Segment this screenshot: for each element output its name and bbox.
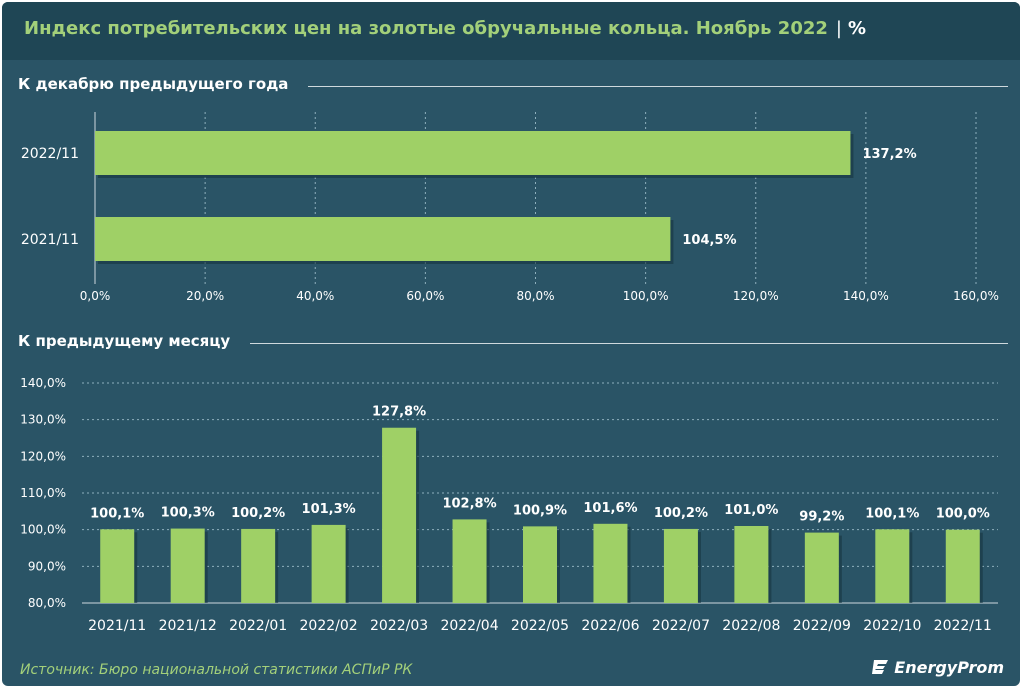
- section-rule-yoy: [308, 86, 1008, 87]
- bar: [170, 528, 205, 603]
- value-label: 100,9%: [513, 503, 567, 518]
- bar: [523, 526, 557, 603]
- category-label: 2022/01: [229, 618, 287, 634]
- value-label: 100,1%: [90, 506, 144, 521]
- x-tick-label: 0,0%: [80, 289, 111, 303]
- section-title-yoy: К декабрю предыдущего года: [18, 75, 289, 93]
- y-tick-label: 90,0%: [28, 559, 66, 573]
- bar: [452, 519, 487, 603]
- chart-title: Индекс потребительских цен на золотые об…: [24, 18, 866, 39]
- x-tick-label: 100,0%: [623, 289, 669, 303]
- category-label: 2022/03: [370, 618, 428, 634]
- category-label: 2022/05: [511, 618, 569, 634]
- value-label: 101,3%: [302, 502, 356, 517]
- y-tick-label: 80,0%: [28, 596, 66, 610]
- section-title-mom: К предыдущему месяцу: [18, 332, 231, 350]
- x-tick-label: 20,0%: [186, 289, 224, 303]
- category-label: 2022/10: [863, 618, 921, 634]
- category-label: 2022/06: [581, 618, 639, 634]
- category-label: 2022/09: [793, 618, 851, 634]
- x-tick-label: 60,0%: [406, 289, 444, 303]
- logo-mark-icon: [872, 660, 889, 674]
- value-label: 100,3%: [161, 506, 215, 521]
- logo-text: EnergyProm: [894, 658, 1004, 677]
- y-tick-label: 100,0%: [20, 523, 66, 537]
- value-label: 137,2%: [862, 147, 916, 162]
- bar: [95, 217, 671, 261]
- bar: [382, 427, 417, 603]
- category-label: 2022/08: [722, 618, 780, 634]
- bar: [875, 529, 910, 603]
- category-label: 2021/11: [88, 618, 146, 634]
- title-bar: Индекс потребительских цен на золотые об…: [2, 2, 1020, 60]
- category-label: 2021/12: [159, 618, 217, 634]
- y-tick-label: 130,0%: [20, 413, 66, 427]
- y-tick-label: 110,0%: [20, 486, 66, 500]
- x-tick-label: 40,0%: [296, 289, 334, 303]
- brand-logo: EnergyProm: [872, 658, 1004, 677]
- value-label: 101,6%: [583, 501, 637, 516]
- value-label: 101,0%: [724, 503, 778, 518]
- bar: [945, 529, 980, 603]
- category-label: 2022/11: [21, 146, 79, 162]
- category-label: 2022/04: [440, 618, 498, 634]
- bar: [311, 524, 346, 603]
- section-rule-mom: [250, 343, 1008, 344]
- title-unit: %: [847, 18, 867, 39]
- value-label: 102,8%: [442, 496, 496, 511]
- category-label: 2022/07: [652, 618, 710, 634]
- y-tick-label: 120,0%: [20, 449, 66, 463]
- y-tick-label: 140,0%: [20, 376, 66, 390]
- value-label: 99,2%: [799, 510, 844, 525]
- value-label: 127,8%: [372, 405, 426, 420]
- chart-yoy: 0,0% 20,0% 40,0% 60,0% 80,0% 100,0% 120,0% 140,…: [21, 112, 999, 303]
- value-label: 100,2%: [231, 506, 285, 521]
- bar: [804, 532, 839, 603]
- x-tick-label: 80,0%: [516, 289, 554, 303]
- bar: [95, 131, 851, 175]
- title-separator: |: [835, 18, 842, 39]
- x-tick-label: 140,0%: [843, 289, 889, 303]
- category-label: 2022/02: [300, 618, 358, 634]
- bar: [100, 529, 135, 603]
- value-label: 104,5%: [682, 233, 736, 248]
- chart-mom: 80,0% 90,0% 100,0% 110,0% 120,0% 130,0% 140,0%…: [20, 376, 998, 634]
- category-label: 2021/11: [21, 232, 79, 248]
- category-label: 2022/11: [934, 618, 992, 634]
- x-tick-label: 160,0%: [953, 289, 999, 303]
- bar: [241, 528, 276, 603]
- title-text: Индекс потребительских цен на золотые об…: [24, 18, 828, 39]
- source-note: Источник: Бюро национальной статистики А…: [20, 662, 413, 678]
- value-label: 100,0%: [936, 507, 990, 522]
- bar: [734, 526, 769, 603]
- value-label: 100,2%: [654, 506, 708, 521]
- bar: [593, 523, 628, 603]
- bar: [663, 528, 698, 603]
- value-label: 100,1%: [865, 506, 919, 521]
- x-tick-label: 120,0%: [733, 289, 779, 303]
